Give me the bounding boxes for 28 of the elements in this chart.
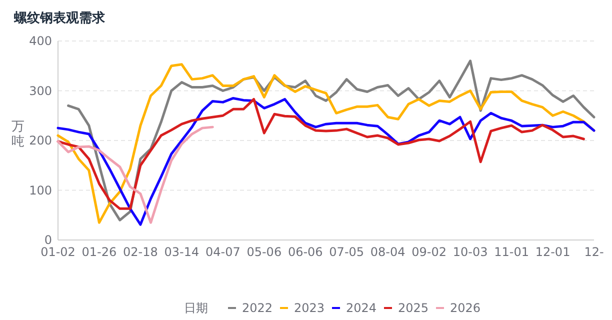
x-tick-label: 12- <box>584 245 604 259</box>
x-tick-label: 07-05 <box>329 245 364 259</box>
x-tick-label: 01-02 <box>40 245 76 259</box>
y-tick-label: 200 <box>29 134 52 148</box>
x-tick-label: 12-01 <box>535 245 570 259</box>
x-tick-label: 05-06 <box>246 245 282 259</box>
line-series <box>56 126 214 224</box>
legend-label: 2026 <box>450 301 481 316</box>
x-tick-label: 09-02 <box>412 245 447 259</box>
x-tick-label: 01-26 <box>82 245 117 259</box>
legend-label: 2025 <box>398 301 429 316</box>
legend-label: 2022 <box>242 301 273 316</box>
x-tick-label: 03-14 <box>164 245 200 259</box>
x-tick-label: 04-07 <box>205 245 240 259</box>
x-tick-label: 08-04 <box>370 245 406 259</box>
legend-title: 日期 <box>184 301 208 316</box>
y-tick-label: 400 <box>29 34 52 48</box>
y-tick-label: 100 <box>29 183 52 198</box>
legend-label: 2023 <box>294 301 325 316</box>
y-axis-title: 万吨 <box>12 120 24 150</box>
legend-label: 2024 <box>346 301 377 316</box>
x-tick-label: 10-03 <box>452 245 488 259</box>
y-tick-label: 0 <box>44 233 52 248</box>
x-tick-label: 11-01 <box>494 245 529 259</box>
x-tick-label: 02-18 <box>123 245 158 259</box>
y-tick-label: 300 <box>29 84 52 98</box>
x-tick-label: 06-06 <box>288 245 323 259</box>
chart-title: 螺纹钢表观需求 <box>13 10 106 26</box>
